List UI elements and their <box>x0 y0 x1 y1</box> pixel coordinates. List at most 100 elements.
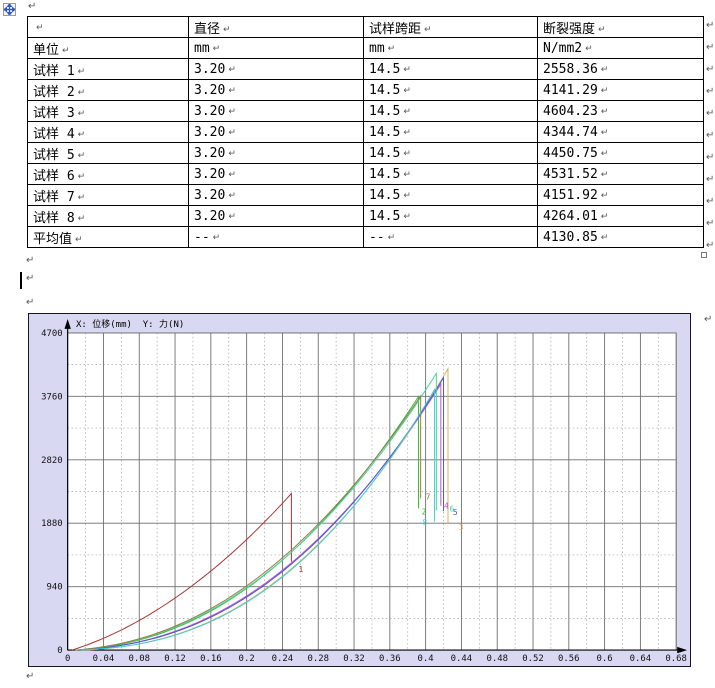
table-cell[interactable]: 3.20 ↵ <box>188 121 364 143</box>
table-cell[interactable]: 平均值 ↵ <box>27 226 189 248</box>
table-row: 试样 3 ↵ 3.20 ↵ 14.5 ↵ 4604.23 ↵ <box>27 100 704 122</box>
table-cell[interactable]: mm ↵ <box>188 37 364 59</box>
x-tick-label: 0.04 <box>93 654 115 664</box>
end-of-cell-mark: ↵ <box>424 24 432 35</box>
table-cell[interactable]: 试样 8 ↵ <box>27 205 189 227</box>
paragraph-mark: ↵ <box>706 108 715 119</box>
end-of-cell-mark: ↵ <box>223 24 231 35</box>
table-cell[interactable]: 单位 ↵ <box>27 37 189 59</box>
x-tick-label: 0.56 <box>558 654 580 664</box>
table-cell[interactable]: mm ↵ <box>363 37 538 59</box>
table-cell[interactable]: 14.5 ↵ <box>363 205 538 227</box>
paragraph-mark: ↵ <box>26 297 35 308</box>
chart-svg: 0 940 1880 2820 3760 4700 0 0.04 0.08 0.12 0.16 0.2… <box>41 318 688 664</box>
x-tick-label: 0.52 <box>522 654 544 664</box>
cell-text: 试样 5 <box>33 147 75 163</box>
table-cell[interactable]: 14.5 ↵ <box>363 58 538 80</box>
table-cell[interactable]: N/mm2 ↵ <box>537 37 704 59</box>
table-cell[interactable]: 4531.52 ↵ <box>537 163 704 185</box>
table-cell[interactable]: 3.20 ↵ <box>188 205 364 227</box>
end-of-cell-mark: ↵ <box>228 211 236 222</box>
table-cell[interactable]: 14.5 ↵ <box>363 142 538 164</box>
table-cell[interactable]: 试样 3 ↵ <box>27 100 189 122</box>
table-cell[interactable]: 14.5 ↵ <box>363 184 538 206</box>
table-cell[interactable]: 14.5 ↵ <box>363 100 538 122</box>
table-cell[interactable]: 试样 7 ↵ <box>27 184 189 206</box>
table-cell[interactable]: 4450.75 ↵ <box>537 142 704 164</box>
curve-label-2: 2 <box>422 507 427 516</box>
table-cell[interactable]: 4604.23 ↵ <box>537 100 704 122</box>
curve-sample-7 <box>76 394 422 651</box>
table-cell[interactable]: 试样 1 ↵ <box>27 58 189 80</box>
table-cell[interactable]: -- ↵ <box>188 226 364 248</box>
table-cell[interactable]: 3.20 ↵ <box>188 163 364 185</box>
end-of-cell-mark: ↵ <box>600 64 609 75</box>
measurement-table[interactable]: ↵ 直径 ↵ 试样跨距 ↵ 断裂强度 ↵ 单位 ↵ mm ↵ mm ↵ N/mm2 ↵ 试样 1 ↵ 3.20 ↵ 1… <box>27 16 704 248</box>
table-resize-handle[interactable] <box>701 252 707 258</box>
table-move-handle-icon[interactable] <box>3 3 16 16</box>
table-cell[interactable]: 3.20 ↵ <box>188 79 364 101</box>
end-of-cell-mark: ↵ <box>403 127 411 138</box>
end-of-cell-mark: ↵ <box>228 190 236 201</box>
table-cell[interactable]: 3.20 ↵ <box>188 184 364 206</box>
cell-text: 3.20 <box>194 187 226 203</box>
end-of-cell-mark: ↵ <box>600 169 609 180</box>
force-displacement-chart[interactable]: X: 位移(mm) Y: 力(N) 0 940 1880 2820 3760 4700 0 0… <box>28 313 691 667</box>
x-tick-label: 0.24 <box>272 654 294 664</box>
table-cell[interactable]: 14.5 ↵ <box>363 79 538 101</box>
x-tick-label: 0.28 <box>307 654 329 664</box>
table-cell[interactable]: 试样 4 ↵ <box>27 121 189 143</box>
x-tick-label: 0.12 <box>164 654 186 664</box>
cell-text: 试样 1 <box>33 63 75 79</box>
table-cell[interactable]: 试样 5 ↵ <box>27 142 189 164</box>
cell-text: 4151.92 <box>543 187 598 203</box>
paragraph-mark: ↵ <box>26 255 35 266</box>
paragraph-mark: ↵ <box>28 1 37 12</box>
paragraph-mark: ↵ <box>706 240 715 251</box>
cell-text: 4604.23 <box>543 103 598 119</box>
end-of-cell-mark: ↵ <box>212 232 221 243</box>
table-cell[interactable]: 3.20 ↵ <box>188 58 364 80</box>
paragraph-mark: ↵ <box>706 174 715 185</box>
table-cell[interactable]: 直径 ↵ <box>188 16 364 38</box>
table-cell[interactable]: 3.20 ↵ <box>188 142 364 164</box>
end-of-cell-mark: ↵ <box>403 148 411 159</box>
x-tick-label: 0.32 <box>343 654 365 664</box>
end-of-cell-mark: ↵ <box>598 24 606 35</box>
table-row: 试样 6 ↵ 3.20 ↵ 14.5 ↵ 4531.52 ↵ <box>27 163 704 185</box>
x-tick-label: 0.08 <box>128 654 150 664</box>
curve-label-5: 5 <box>453 508 458 517</box>
end-of-cell-mark: ↵ <box>403 190 411 201</box>
cell-text: 4531.52 <box>543 166 598 182</box>
end-of-cell-mark: ↵ <box>77 87 86 98</box>
cell-text: 14.5 <box>369 82 401 98</box>
paragraph-mark: ↵ <box>706 42 715 53</box>
end-of-cell-mark: ↵ <box>600 211 609 222</box>
table-cell[interactable]: 试样跨距 ↵ <box>363 16 538 38</box>
table-cell[interactable]: 4344.74 ↵ <box>537 121 704 143</box>
cell-text: 试样跨距 <box>369 21 422 37</box>
table-cell[interactable]: 2558.36 ↵ <box>537 58 704 80</box>
end-of-cell-mark: ↵ <box>600 127 609 138</box>
cell-text: 试样 4 <box>33 126 75 142</box>
table-cell[interactable]: 4151.92 ↵ <box>537 184 704 206</box>
end-of-cell-mark: ↵ <box>77 150 86 161</box>
x-tick-label: 0.64 <box>630 654 652 664</box>
table-cell[interactable]: 14.5 ↵ <box>363 163 538 185</box>
y-tick-label: 4700 <box>41 329 63 339</box>
table-cell[interactable]: 4141.29 ↵ <box>537 79 704 101</box>
curve-label-7: 7 <box>426 493 431 502</box>
table-cell[interactable]: ↵ <box>27 16 189 38</box>
table-cell[interactable]: 14.5 ↵ <box>363 121 538 143</box>
table-cell[interactable]: -- ↵ <box>363 226 538 248</box>
table-cell[interactable]: 断裂强度 ↵ <box>537 16 704 38</box>
table-cell[interactable]: 3.20 ↵ <box>188 100 364 122</box>
table-cell[interactable]: 试样 6 ↵ <box>27 163 189 185</box>
table-cell[interactable]: 试样 2 ↵ <box>27 79 189 101</box>
x-tick-label: 0.68 <box>665 654 687 664</box>
table-cell[interactable]: 4264.01 ↵ <box>537 205 704 227</box>
table-cell[interactable]: 4130.85 ↵ <box>537 226 704 248</box>
end-of-cell-mark: ↵ <box>62 45 70 56</box>
end-of-cell-mark: ↵ <box>387 232 396 243</box>
cell-text: 14.5 <box>369 145 401 161</box>
